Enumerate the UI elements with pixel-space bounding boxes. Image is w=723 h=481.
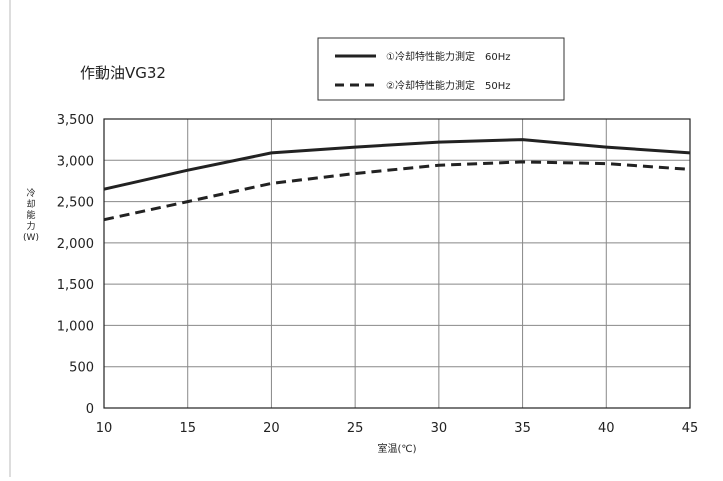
- y-axis-label-char: 能: [26, 209, 35, 221]
- y-axis-label-char: (W): [23, 233, 39, 243]
- series-line-60hz: [103, 138, 691, 191]
- x-tick-label: 20: [263, 421, 280, 436]
- y-tick-label: 2,000: [57, 237, 94, 252]
- x-tick-label: 45: [682, 421, 699, 436]
- y-tick-label: 3,500: [57, 113, 94, 128]
- x-tick-labels: 10 15 20 25 30 35 40 45: [96, 421, 699, 436]
- y-tick-label: 500: [69, 361, 94, 376]
- y-axis-label-char: 却: [26, 199, 35, 210]
- y-tick-label: 0: [86, 402, 94, 417]
- legend-box: [317, 37, 565, 101]
- y-tick-label: 2,500: [57, 196, 94, 211]
- y-axis-label-char: 冷: [26, 187, 35, 199]
- x-tick-label: 10: [96, 421, 113, 436]
- grid: [103, 118, 691, 409]
- series-line-50hz: [103, 160, 691, 222]
- x-axis-label: 室温(℃): [377, 442, 416, 455]
- y-tick-label: 1,000: [57, 319, 94, 334]
- legend-label: ①冷却特性能力測定 60Hz: [386, 50, 510, 63]
- y-axis-label-char: 力: [26, 220, 35, 232]
- x-tick-label: 35: [514, 421, 531, 436]
- legend-label: ②冷却特性能力測定 50Hz: [386, 79, 510, 92]
- legend: ①冷却特性能力測定 60Hz ②冷却特性能力測定 50Hz: [317, 37, 565, 101]
- x-tick-label: 30: [431, 421, 448, 436]
- series-group: [103, 138, 691, 222]
- y-tick-label: 1,500: [57, 278, 94, 293]
- chart-title: 作動油VG32: [80, 64, 166, 82]
- x-tick-label: 15: [179, 421, 196, 436]
- y-tick-label: 3,000: [57, 154, 94, 169]
- y-tick-labels: 0 500 1,000 1,500 2,000 2,500 3,000 3,500: [57, 113, 94, 417]
- plot-frame: [103, 118, 691, 409]
- x-tick-label: 25: [347, 421, 364, 436]
- x-tick-label: 40: [598, 421, 615, 436]
